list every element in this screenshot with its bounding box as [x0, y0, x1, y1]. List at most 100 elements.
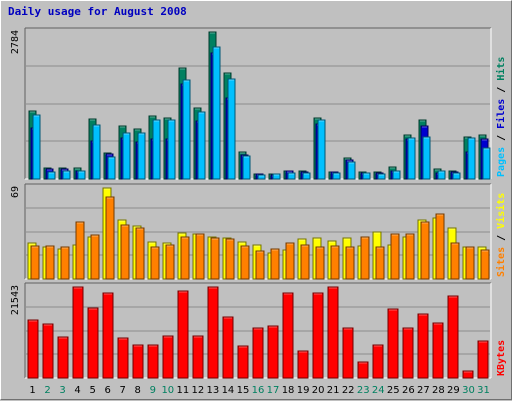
x-tick-label: 10 — [161, 385, 174, 396]
bar-pages-day-10 — [167, 119, 176, 180]
x-tick-label: 2 — [44, 385, 50, 396]
legend-hits-files-pages: Pages / Files / Hits — [495, 57, 507, 177]
x-tick-label: 24 — [372, 385, 385, 396]
bar-kbytes-day-25 — [387, 308, 399, 379]
legend-text: Pages / Files / Hits — [495, 57, 507, 177]
bar-kbytes-day-8 — [132, 344, 144, 379]
bar-sites-day-23 — [360, 236, 370, 280]
bar-sites-day-14 — [225, 238, 235, 280]
x-tick-label: 1 — [29, 385, 35, 396]
bar-kbytes-day-28 — [432, 322, 444, 379]
legend-text: KBytes — [496, 340, 507, 376]
x-tick-label: 11 — [176, 385, 189, 396]
bar-pages-day-17 — [272, 173, 281, 180]
legend-item: KBytes — [496, 340, 507, 376]
x-tick-label: 26 — [402, 385, 415, 396]
bar-sites-day-2 — [45, 245, 55, 280]
x-tick-label: 29 — [447, 385, 460, 396]
bar-kbytes-day-21 — [327, 286, 339, 379]
x-tick-label: 19 — [297, 385, 310, 396]
bar-kbytes-day-4 — [72, 286, 84, 379]
y-max-label: 69 — [10, 186, 21, 198]
bar-kbytes-day-1 — [27, 319, 39, 379]
bar-sites-day-6 — [105, 196, 115, 280]
bar-kbytes-day-16 — [252, 327, 264, 379]
x-tick-label: 16 — [252, 385, 265, 396]
bar-kbytes-day-14 — [222, 316, 234, 379]
legend-item: / — [496, 129, 507, 147]
bar-sites-day-18 — [285, 242, 295, 280]
bar-kbytes-day-20 — [312, 292, 324, 379]
bar-kbytes-day-12 — [192, 335, 204, 379]
legend-item: Sites — [495, 247, 507, 277]
x-tick-label: 31 — [477, 385, 490, 396]
bar-kbytes-day-13 — [207, 286, 219, 379]
x-tick-label: 15 — [237, 385, 250, 396]
bar-kbytes-day-19 — [297, 350, 309, 379]
bar-sites-day-30 — [465, 246, 475, 280]
bar-kbytes-day-29 — [447, 295, 459, 379]
bar-kbytes-day-2 — [42, 323, 54, 379]
bar-pages-day-21 — [332, 172, 341, 180]
bar-sites-day-31 — [480, 249, 490, 280]
x-tick-label: 27 — [417, 385, 430, 396]
bar-sites-day-16 — [255, 250, 265, 280]
bar-pages-day-31 — [482, 147, 491, 180]
bar-sites-day-29 — [450, 242, 460, 280]
bar-sites-day-8 — [135, 227, 145, 280]
bar-pages-day-23 — [362, 172, 371, 180]
bar-pages-day-19 — [302, 172, 311, 180]
bar-pages-day-29 — [452, 172, 461, 180]
bar-sites-day-5 — [90, 234, 100, 280]
bar-sites-day-9 — [150, 246, 160, 280]
bar-sites-day-21 — [330, 245, 340, 280]
bar-kbytes-day-9 — [147, 344, 159, 379]
x-tick-label: 28 — [432, 385, 445, 396]
bar-kbytes-day-11 — [177, 290, 189, 379]
bar-sites-day-15 — [240, 245, 250, 280]
bar-pages-day-5 — [92, 124, 101, 180]
x-tick-label: 7 — [120, 385, 126, 396]
legend-item: Pages — [496, 147, 507, 177]
bar-kbytes-day-10 — [162, 335, 174, 379]
bar-kbytes-day-6 — [102, 292, 114, 379]
bar-pages-day-2 — [47, 171, 56, 180]
bar-pages-day-22 — [347, 161, 356, 180]
chart-title: Daily usage for August 2008 — [8, 5, 187, 18]
x-tick-label: 21 — [327, 385, 340, 396]
y-max-label: 21543 — [10, 285, 21, 315]
bar-pages-day-1 — [32, 114, 41, 180]
bar-pages-day-8 — [137, 132, 146, 180]
x-tick-label: 9 — [150, 385, 156, 396]
x-tick-label: 25 — [387, 385, 400, 396]
bar-sites-day-28 — [435, 213, 445, 280]
bar-kbytes-day-26 — [402, 327, 414, 379]
x-tick-label: 8 — [135, 385, 141, 396]
legend-item: / — [496, 81, 507, 99]
legend-item: Hits — [495, 57, 507, 81]
bar-pages-day-14 — [227, 78, 236, 180]
bar-pages-day-27 — [422, 136, 431, 180]
legend-kbytes: KBytes — [496, 340, 507, 376]
bar-sites-day-13 — [210, 237, 220, 280]
x-tick-label: 18 — [282, 385, 295, 396]
legend-visits-sites: Sites / Visits — [495, 193, 507, 277]
x-tick-label: 5 — [89, 385, 95, 396]
bar-pages-day-15 — [242, 155, 251, 180]
bar-sites-day-3 — [60, 246, 70, 280]
bar-kbytes-day-24 — [372, 344, 384, 379]
y-max-label: 2784 — [10, 30, 21, 54]
bar-pages-day-20 — [317, 119, 326, 180]
bar-kbytes-day-30 — [462, 370, 474, 379]
x-tick-label: 4 — [74, 385, 80, 396]
bar-pages-day-6 — [107, 156, 116, 180]
bar-pages-day-13 — [212, 46, 221, 180]
bar-sites-day-4 — [75, 221, 85, 280]
bar-kbytes-day-17 — [267, 325, 279, 379]
x-tick-label: 23 — [357, 385, 370, 396]
bar-kbytes-day-23 — [357, 361, 369, 379]
bar-sites-day-1 — [30, 245, 40, 280]
bar-sites-day-24 — [375, 246, 385, 280]
